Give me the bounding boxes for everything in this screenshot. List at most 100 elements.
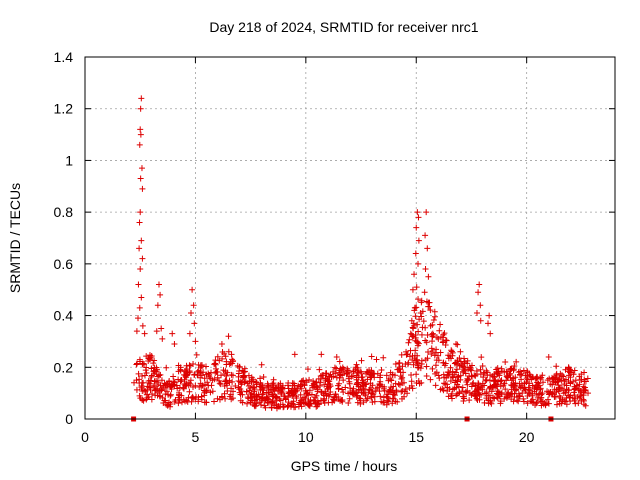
data-point xyxy=(214,353,221,360)
data-point xyxy=(153,366,160,373)
data-point xyxy=(358,357,365,364)
data-point xyxy=(354,369,361,376)
data-point xyxy=(270,386,277,393)
data-point xyxy=(381,383,388,390)
data-point xyxy=(389,395,396,402)
data-point xyxy=(297,381,304,388)
y-tick-label: 1.4 xyxy=(54,49,74,65)
data-point xyxy=(201,375,208,382)
peak-data-point xyxy=(192,338,199,345)
grid-layer xyxy=(85,57,615,419)
data-point xyxy=(377,393,384,400)
data-point xyxy=(292,404,299,411)
data-point xyxy=(151,387,158,394)
data-point xyxy=(270,391,277,398)
peak-data-point xyxy=(413,224,420,231)
data-point xyxy=(522,386,529,393)
data-point xyxy=(335,394,342,401)
data-point xyxy=(234,362,241,369)
data-point xyxy=(442,381,449,388)
peak-data-point xyxy=(457,348,464,355)
data-point xyxy=(211,398,218,405)
data-point xyxy=(544,396,551,403)
data-point xyxy=(145,358,152,365)
data-point xyxy=(188,394,195,401)
data-point xyxy=(576,381,583,388)
data-point xyxy=(399,374,406,381)
data-point xyxy=(584,375,591,382)
data-point xyxy=(423,298,430,305)
data-point xyxy=(582,402,589,409)
data-point xyxy=(414,321,421,328)
peak-data-point xyxy=(136,304,143,311)
data-point xyxy=(398,376,405,383)
data-point xyxy=(422,337,429,344)
data-point xyxy=(326,373,333,380)
data-point xyxy=(543,400,550,407)
data-point xyxy=(350,385,357,392)
peak-data-point xyxy=(417,309,424,316)
data-point xyxy=(497,398,504,405)
data-point xyxy=(163,364,170,371)
data-point xyxy=(200,369,207,376)
peak-data-point xyxy=(137,209,144,216)
peak-data-point xyxy=(424,245,431,252)
peak-data-point xyxy=(485,320,492,327)
data-point xyxy=(223,382,230,389)
data-point xyxy=(409,352,416,359)
data-point xyxy=(442,360,449,367)
data-point xyxy=(520,395,527,402)
data-point xyxy=(134,360,141,367)
y-tick-label: 0.6 xyxy=(54,256,74,272)
data-point xyxy=(214,374,221,381)
data-points-layer xyxy=(131,95,592,412)
data-point xyxy=(316,400,323,407)
data-point xyxy=(478,354,485,361)
data-point xyxy=(222,368,229,375)
data-point xyxy=(301,382,308,389)
data-point xyxy=(229,378,236,385)
data-point xyxy=(553,363,560,370)
data-point xyxy=(501,395,508,402)
data-point xyxy=(523,379,530,386)
data-point xyxy=(575,400,582,407)
data-point xyxy=(153,377,160,384)
data-point xyxy=(461,395,468,402)
data-point xyxy=(400,369,407,376)
data-point xyxy=(436,327,443,334)
data-point xyxy=(133,386,140,393)
data-point xyxy=(310,378,317,385)
data-point xyxy=(357,397,364,404)
data-point xyxy=(177,364,184,371)
data-point xyxy=(398,351,405,358)
peak-data-point xyxy=(137,105,144,112)
data-point xyxy=(279,384,286,391)
data-point xyxy=(327,382,334,389)
data-point xyxy=(301,394,308,401)
data-point xyxy=(534,394,541,401)
data-point xyxy=(142,367,149,374)
data-point xyxy=(479,363,486,370)
data-point xyxy=(534,379,541,386)
data-point xyxy=(208,369,215,376)
peak-data-point xyxy=(136,219,143,226)
peak-data-point xyxy=(139,185,146,192)
data-point xyxy=(190,360,197,367)
data-point xyxy=(578,398,585,405)
data-point xyxy=(535,391,542,398)
data-point xyxy=(487,371,494,378)
data-point xyxy=(518,376,525,383)
peak-data-point xyxy=(138,95,145,102)
data-point xyxy=(360,387,367,394)
data-point xyxy=(502,358,509,365)
data-point xyxy=(340,377,347,384)
data-point xyxy=(263,394,270,401)
x-tick-label: 20 xyxy=(519,429,535,445)
data-point xyxy=(277,403,284,410)
data-point xyxy=(204,379,211,386)
data-point xyxy=(414,342,421,349)
data-point xyxy=(239,367,246,374)
data-point xyxy=(260,373,267,380)
data-point xyxy=(404,361,411,368)
data-point xyxy=(178,376,185,383)
